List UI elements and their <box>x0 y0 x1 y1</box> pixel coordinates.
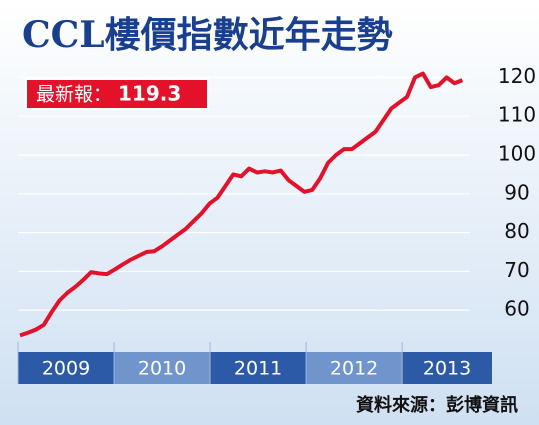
x-band-label: 2013 <box>423 358 471 380</box>
latest-label: 最新報： <box>36 84 112 106</box>
x-band-label: 2010 <box>138 358 186 380</box>
line-series <box>19 71 464 338</box>
source: 資料來源：彭博資訊 <box>356 394 518 416</box>
year-band <box>402 352 492 384</box>
y-tick-label: 120 <box>498 64 536 88</box>
x-band-label: 2012 <box>330 358 378 380</box>
y-tick-label: 60 <box>504 297 529 321</box>
latest-box <box>25 78 209 110</box>
year-band <box>210 352 307 384</box>
chart-title: CCL樓價指數近年走勢 <box>22 14 393 56</box>
y-tick-label: 100 <box>498 142 536 166</box>
year-band <box>18 352 115 384</box>
year-band <box>306 352 403 384</box>
y-tick-label: 70 <box>504 258 529 282</box>
x-band-label: 2009 <box>42 358 90 380</box>
y-tick-label: 80 <box>504 219 529 243</box>
y-tick-label: 90 <box>504 180 529 204</box>
y-tick-label: 110 <box>498 103 536 127</box>
year-band <box>114 352 211 384</box>
x-band-label: 2011 <box>234 358 282 380</box>
latest-value: 119.3 <box>118 82 181 106</box>
